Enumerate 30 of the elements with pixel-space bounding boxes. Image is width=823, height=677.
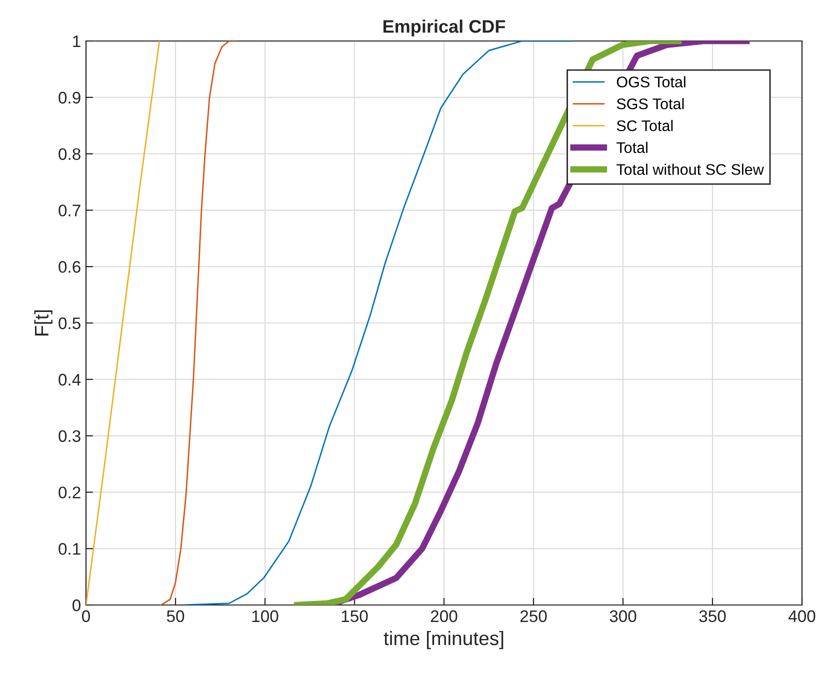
y-tick-label: 0.3	[58, 430, 80, 442]
y-tick-label: 0.5	[58, 317, 80, 330]
x-tick-label: 400	[788, 610, 816, 622]
legend-label: OGS Total	[616, 76, 686, 88]
legend-label: SC Total	[616, 120, 673, 132]
y-tick-label: 0.1	[58, 543, 80, 555]
x-tick-label: 350	[699, 610, 726, 622]
y-tick-label: 0.6	[58, 261, 80, 273]
y-tick-label: 0.8	[58, 148, 80, 160]
y-tick-label: 0	[72, 599, 80, 612]
legend-label: Total without SC Slew	[616, 164, 764, 175]
line-series	[160, 41, 238, 605]
y-axis-title: F[t]	[34, 310, 52, 336]
y-tick-label: 1	[73, 36, 80, 48]
x-tick-label: 300	[610, 610, 636, 622]
y-tick-label: 0.9	[58, 92, 80, 104]
x-tick-label: 250	[520, 610, 547, 622]
y-tick-label: 0.4	[58, 374, 81, 386]
x-tick-label: 0	[82, 610, 90, 622]
chart-title: Empirical CDF	[384, 20, 506, 36]
y-tick-label: 0.2	[58, 486, 80, 498]
x-tick-label: 200	[430, 610, 458, 622]
y-tick-label: 0.7	[58, 204, 80, 216]
x-axis-title: time [minutes]	[384, 630, 504, 650]
x-tick-label: 150	[342, 610, 368, 622]
legend-label: Total	[616, 142, 648, 154]
line-series	[184, 41, 574, 605]
legend-label: SGS Total	[616, 98, 684, 110]
x-tick-label: 50	[166, 610, 184, 622]
x-tick-label: 100	[252, 610, 278, 622]
